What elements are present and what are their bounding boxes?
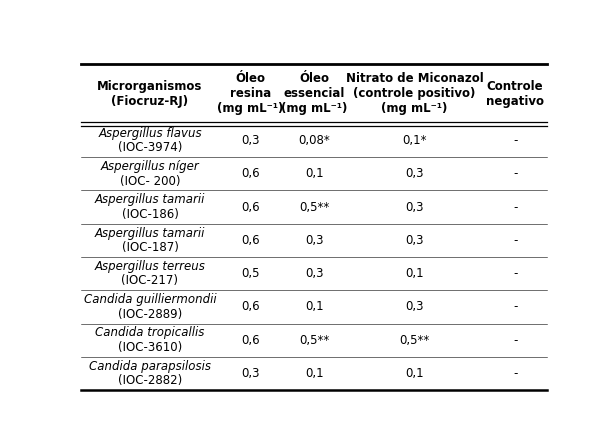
Text: 0,6: 0,6 (241, 201, 260, 214)
Text: (IOC-3974): (IOC-3974) (118, 141, 182, 154)
Text: 0,5: 0,5 (241, 267, 260, 280)
Text: -: - (513, 367, 517, 380)
Text: 0,5**: 0,5** (400, 334, 430, 347)
Text: (IOC-187): (IOC-187) (121, 241, 178, 254)
Text: 0,1: 0,1 (305, 167, 324, 180)
Text: 0,6: 0,6 (241, 301, 260, 314)
Text: Nitrato de Miconazol
(controle positivo)
(mg mL⁻¹): Nitrato de Miconazol (controle positivo)… (346, 72, 484, 116)
Text: 0,3: 0,3 (405, 167, 424, 180)
Text: Aspergillus níger: Aspergillus níger (101, 160, 199, 173)
Text: 0,1: 0,1 (305, 367, 324, 380)
Text: 0,3: 0,3 (305, 234, 324, 247)
Text: (IOC-2889): (IOC-2889) (118, 308, 182, 321)
Text: (IOC-3610): (IOC-3610) (118, 341, 182, 354)
Text: Aspergillus tamarii: Aspergillus tamarii (95, 193, 205, 206)
Text: 0,3: 0,3 (405, 234, 424, 247)
Text: 0,6: 0,6 (241, 234, 260, 247)
Text: 0,1: 0,1 (405, 267, 424, 280)
Text: 0,6: 0,6 (241, 334, 260, 347)
Text: 0,1*: 0,1* (402, 134, 427, 147)
Text: 0,6: 0,6 (241, 167, 260, 180)
Text: Aspergillus terreus: Aspergillus terreus (94, 260, 205, 273)
Text: 0,3: 0,3 (405, 201, 424, 214)
Text: -: - (513, 334, 517, 347)
Text: Candida parapsilosis: Candida parapsilosis (89, 359, 211, 372)
Text: 0,1: 0,1 (405, 367, 424, 380)
Text: 0,3: 0,3 (305, 267, 324, 280)
Text: 0,3: 0,3 (405, 301, 424, 314)
Text: (IOC-217): (IOC-217) (121, 274, 178, 288)
Text: (IOC- 200): (IOC- 200) (120, 175, 180, 188)
Text: Controle
negativo: Controle negativo (486, 80, 544, 108)
Text: Candida tropicallis: Candida tropicallis (95, 326, 205, 339)
Text: -: - (513, 134, 517, 147)
Text: (IOC-186): (IOC-186) (121, 208, 178, 221)
Text: 0,3: 0,3 (241, 367, 260, 380)
Text: Óleo
essencial
(mg mL⁻¹): Óleo essencial (mg mL⁻¹) (281, 72, 348, 116)
Text: 0,5**: 0,5** (299, 334, 329, 347)
Text: 0,5**: 0,5** (299, 201, 329, 214)
Text: Aspergillus flavus: Aspergillus flavus (98, 127, 202, 140)
Text: -: - (513, 301, 517, 314)
Text: 0,08*: 0,08* (299, 134, 330, 147)
Text: (IOC-2882): (IOC-2882) (118, 374, 182, 387)
Text: Candida guilliermondii: Candida guilliermondii (83, 293, 216, 306)
Text: Óleo
resina
(mg mL⁻¹): Óleo resina (mg mL⁻¹) (217, 72, 284, 116)
Text: -: - (513, 267, 517, 280)
Text: Microrganismos
(Fiocruz-RJ): Microrganismos (Fiocruz-RJ) (97, 80, 203, 108)
Text: Aspergillus tamarii: Aspergillus tamarii (95, 227, 205, 240)
Text: 0,1: 0,1 (305, 301, 324, 314)
Text: -: - (513, 234, 517, 247)
Text: 0,3: 0,3 (241, 134, 260, 147)
Text: -: - (513, 167, 517, 180)
Text: -: - (513, 201, 517, 214)
